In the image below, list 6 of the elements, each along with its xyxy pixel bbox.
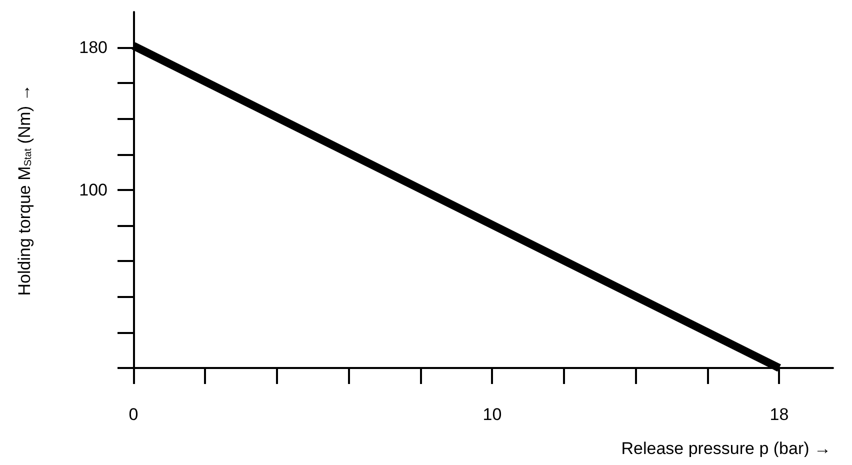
y-tick-label: 180 (79, 38, 108, 58)
y-tick-label: 100 (79, 180, 108, 200)
x-tick-label: 18 (770, 405, 789, 424)
x-tick-label: 10 (482, 405, 502, 424)
x-tick-label: 0 (128, 405, 138, 424)
y-axis-title: Holding torque MStat (Nm) → (15, 84, 34, 296)
